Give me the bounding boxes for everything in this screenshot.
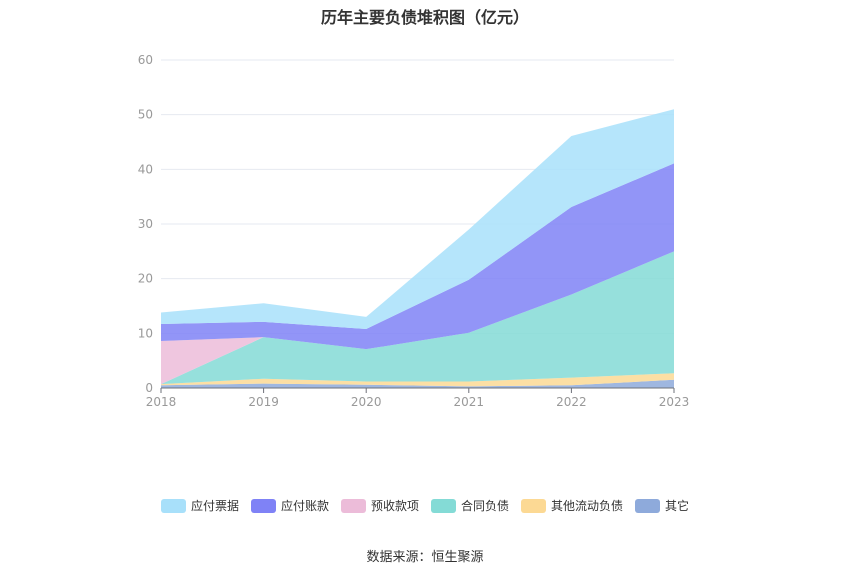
area-其它[interactable] xyxy=(161,379,674,388)
legend-swatch xyxy=(160,498,186,513)
legend: 应付票据 应付账款 预收款项 合同负债 其他流动负债 其它 xyxy=(0,497,850,514)
x-tick-label: 2021 xyxy=(454,395,485,409)
legend-swatch xyxy=(250,498,276,513)
legend-item[interactable]: 预收款项 xyxy=(340,497,419,514)
y-tick-label: 30 xyxy=(138,217,153,231)
y-tick-label: 60 xyxy=(138,53,153,67)
x-tick-label: 2018 xyxy=(146,395,177,409)
legend-label: 其它 xyxy=(665,499,690,513)
axes: 0 10 20 30 40 50 60 2018 2019 2020 2021 2022 2023 xyxy=(138,53,690,409)
legend-item[interactable]: 其它 xyxy=(635,497,689,514)
x-tick-label: 2020 xyxy=(351,395,382,409)
legend-label: 应付票据 xyxy=(190,499,239,513)
y-tick-label: 10 xyxy=(138,326,153,340)
legend-label: 合同负债 xyxy=(461,499,510,513)
legend-swatch xyxy=(340,498,366,513)
legend-swatch xyxy=(635,498,661,513)
data-source-note: 数据来源：恒生聚源 xyxy=(366,550,484,565)
x-tick-label: 2023 xyxy=(659,395,690,409)
legend-label: 预收款项 xyxy=(370,499,419,513)
legend-item[interactable]: 应付账款 xyxy=(250,497,329,514)
area-series xyxy=(161,109,674,388)
y-tick-label: 0 xyxy=(145,381,153,395)
legend-swatch xyxy=(521,498,547,513)
y-tick-label: 50 xyxy=(138,108,153,122)
area-其他流动负债[interactable] xyxy=(161,373,674,387)
legend-label: 应付账款 xyxy=(280,499,329,513)
area-应付账款[interactable] xyxy=(161,163,674,350)
area-应付票据[interactable] xyxy=(161,109,674,329)
x-tick-label: 2022 xyxy=(556,395,587,409)
area-合同负债[interactable] xyxy=(161,251,674,385)
legend-item[interactable]: 应付票据 xyxy=(160,497,239,514)
legend-item[interactable]: 其他流动负债 xyxy=(521,497,623,514)
legend-label: 其他流动负债 xyxy=(551,499,624,513)
y-tick-label: 40 xyxy=(138,162,153,176)
y-tick-label: 20 xyxy=(138,272,153,286)
legend-item[interactable]: 合同负债 xyxy=(431,497,509,514)
x-tick-label: 2019 xyxy=(248,395,279,409)
chart-title: 历年主要负债堆积图（亿元） xyxy=(320,8,529,27)
legend-swatch xyxy=(431,498,456,513)
